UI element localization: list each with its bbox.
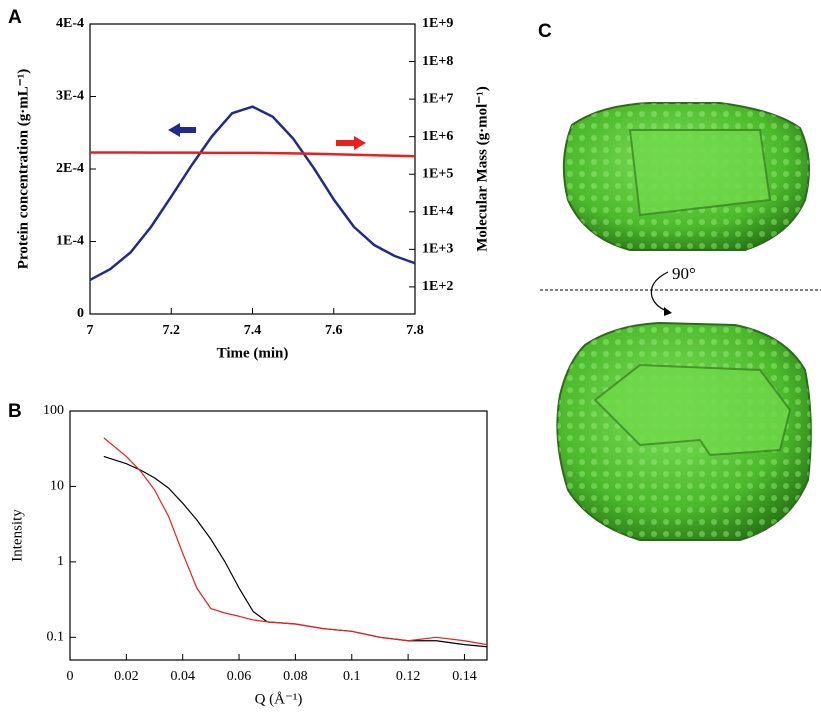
y-tick-label: 100 bbox=[43, 403, 64, 418]
y2-tick-label: 1E+3 bbox=[422, 242, 453, 257]
y2-tick-label: 1E+8 bbox=[422, 54, 453, 69]
x-tick-label: 7.6 bbox=[325, 323, 343, 338]
data-line bbox=[90, 152, 415, 156]
x-tick-label: 7 bbox=[87, 323, 94, 338]
x-tick-label: 0.14 bbox=[452, 669, 477, 684]
structure-top bbox=[564, 103, 809, 250]
x-tick-label: 7.4 bbox=[244, 323, 262, 338]
structure-bottom bbox=[557, 323, 811, 540]
y2-tick-label: 1E+7 bbox=[422, 91, 453, 106]
axis-arrow bbox=[336, 136, 366, 150]
y2-tick-label: 1E+2 bbox=[422, 279, 453, 294]
rotation-arrow bbox=[651, 272, 670, 312]
rotation-label: 90° bbox=[672, 264, 696, 283]
x-tick-label: 0 bbox=[67, 669, 74, 684]
y-tick-label: 1E-4 bbox=[56, 234, 84, 249]
x-tick-label: 0.12 bbox=[396, 669, 421, 684]
y-axis-label: Protein concentration (g·mL⁻¹) bbox=[15, 69, 31, 269]
x-tick-label: 0.06 bbox=[227, 669, 252, 684]
y2-tick-label: 1E+4 bbox=[422, 204, 453, 219]
y2-axis-label: Molecular Mass (g·mol⁻¹) bbox=[474, 86, 490, 251]
figure: A B C 90° 7 7.2 7.4 7.6 7.8 0 1E-4 2E-4 3E-4 4E-4… bbox=[0, 0, 821, 713]
x-tick-label: 0.02 bbox=[114, 669, 139, 684]
y2-tick-label: 1E+5 bbox=[422, 166, 453, 181]
x-tick-label: 0.04 bbox=[170, 669, 195, 684]
y-tick-label: 0.1 bbox=[47, 630, 65, 645]
data-line bbox=[90, 107, 415, 280]
x-tick-label: 0.08 bbox=[283, 669, 308, 684]
panel-label: C bbox=[538, 21, 552, 42]
rotation-arrowhead bbox=[664, 307, 672, 316]
y2-tick-label: 1E+9 bbox=[422, 16, 453, 31]
axis-arrow bbox=[168, 123, 196, 137]
y-tick-label: 3E-4 bbox=[56, 89, 84, 104]
y-tick-label: 10 bbox=[50, 479, 64, 494]
x-tick-label: 0.1 bbox=[343, 669, 361, 684]
y-tick-label: 1 bbox=[57, 554, 64, 569]
plot-frame bbox=[90, 24, 415, 314]
y2-tick-label: 1E+6 bbox=[422, 129, 453, 144]
panel-label: B bbox=[8, 401, 22, 422]
x-tick-label: 7.2 bbox=[163, 323, 181, 338]
data-line bbox=[104, 456, 487, 646]
x-axis-label: Time (min) bbox=[217, 345, 289, 361]
y-tick-label: 4E-4 bbox=[56, 16, 84, 31]
y-tick-label: 0 bbox=[77, 306, 84, 321]
panel-label: A bbox=[8, 7, 22, 28]
data-line bbox=[104, 438, 487, 645]
x-tick-label: 7.8 bbox=[406, 323, 424, 338]
y-tick-label: 2E-4 bbox=[56, 161, 84, 176]
x-axis-label: Q (Å⁻¹) bbox=[255, 691, 303, 707]
y-axis-label: Intensity bbox=[9, 509, 25, 562]
